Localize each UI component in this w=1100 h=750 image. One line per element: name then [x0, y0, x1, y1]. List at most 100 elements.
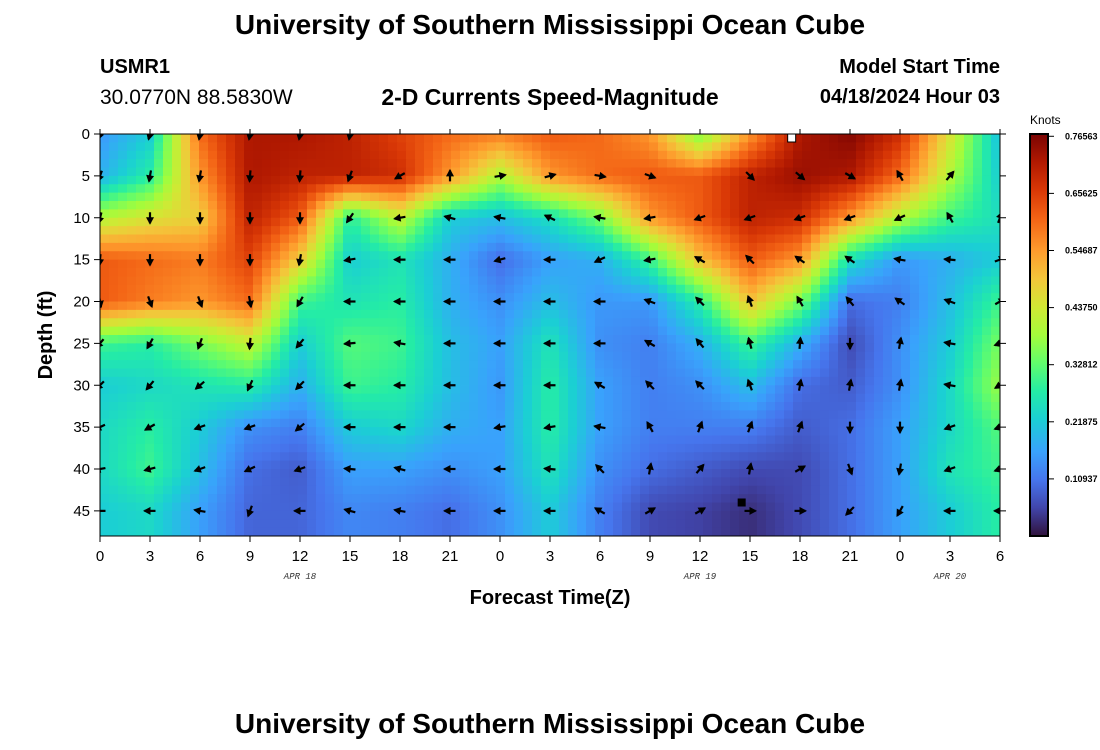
- heatmap-cell: [982, 226, 992, 236]
- heatmap-cell: [766, 209, 776, 219]
- heatmap-cell: [361, 435, 371, 445]
- heatmap-cell: [559, 234, 569, 244]
- heatmap-cell: [181, 368, 191, 378]
- heatmap-cell: [865, 527, 875, 536]
- heatmap-cell: [271, 519, 281, 529]
- heatmap-cell: [154, 293, 164, 303]
- heatmap-cell: [460, 217, 470, 227]
- heatmap-cell: [442, 284, 452, 294]
- heatmap-cell: [784, 385, 794, 395]
- heatmap-cell: [262, 368, 272, 378]
- current-vector: [795, 171, 806, 181]
- heatmap-cell: [532, 452, 542, 462]
- heatmap-cell: [370, 276, 380, 286]
- heatmap-cell: [244, 284, 254, 294]
- heatmap-cell: [433, 192, 443, 202]
- heatmap-cell: [316, 418, 326, 428]
- heatmap-cell: [694, 293, 704, 303]
- heatmap-cell: [919, 318, 929, 328]
- heatmap-cell: [658, 301, 668, 311]
- heatmap-cell: [505, 452, 515, 462]
- heatmap-cell: [190, 251, 200, 261]
- heatmap-cell: [766, 251, 776, 261]
- heatmap-cell: [244, 142, 254, 152]
- heatmap-cell: [658, 167, 668, 177]
- heatmap-cell: [442, 427, 452, 437]
- heatmap-cell: [703, 410, 713, 420]
- heatmap-cell: [631, 226, 641, 236]
- heatmap-cell: [964, 477, 974, 487]
- heatmap-cell: [874, 201, 884, 210]
- heatmap-cell: [442, 276, 452, 286]
- heatmap-cell: [343, 209, 353, 219]
- heatmap-cell: [811, 259, 821, 269]
- heatmap-cell: [613, 335, 623, 344]
- current-vector: [493, 297, 506, 306]
- heatmap-cell: [928, 427, 938, 437]
- current-vector: [896, 421, 904, 435]
- heatmap-cell: [577, 410, 587, 420]
- heatmap-cell: [955, 209, 965, 219]
- heatmap-cell: [415, 192, 425, 202]
- heatmap-cell: [532, 502, 542, 512]
- current-vector: [644, 507, 657, 515]
- heatmap-cell: [892, 326, 902, 336]
- heatmap-cell: [802, 184, 812, 194]
- heatmap-cell: [676, 418, 686, 428]
- heatmap-cell: [550, 510, 560, 520]
- heatmap-cell: [235, 150, 245, 160]
- heatmap-cell: [613, 167, 623, 177]
- heatmap-cell: [388, 494, 398, 504]
- heatmap-cell: [352, 175, 362, 185]
- heatmap-cell: [118, 276, 128, 286]
- heatmap-cell: [919, 368, 929, 378]
- heatmap-cell: [829, 410, 839, 420]
- heatmap-cell: [964, 184, 974, 194]
- heatmap-cell: [991, 510, 1000, 520]
- heatmap-cell: [424, 527, 434, 536]
- heatmap-cell: [514, 427, 524, 437]
- heatmap-cell: [829, 351, 839, 361]
- heatmap-cell: [820, 318, 830, 328]
- heatmap-cell: [253, 201, 263, 210]
- heatmap-cell: [946, 477, 956, 487]
- heatmap-cell: [586, 435, 596, 445]
- current-vector: [746, 420, 754, 433]
- heatmap-cell: [442, 410, 452, 420]
- heatmap-cell: [307, 301, 317, 311]
- current-vector: [343, 423, 356, 432]
- heatmap-cell: [838, 460, 848, 470]
- heatmap-cell: [883, 268, 893, 277]
- heatmap-cell: [523, 192, 533, 202]
- heatmap-cell: [946, 318, 956, 328]
- heatmap-cell: [469, 326, 479, 336]
- heatmap-cell: [442, 335, 452, 344]
- heatmap-cell: [217, 502, 227, 512]
- heatmap-cell: [397, 293, 407, 303]
- heatmap-cell: [865, 452, 875, 462]
- heatmap-cell: [487, 326, 497, 336]
- heatmap-cell: [505, 268, 515, 277]
- heatmap-cell: [496, 443, 506, 453]
- heatmap-cell: [541, 385, 551, 395]
- heatmap-cell: [937, 351, 947, 361]
- heatmap-cell: [442, 393, 452, 403]
- heatmap-cell: [658, 410, 668, 420]
- heatmap-cell: [334, 318, 344, 328]
- heatmap-cell: [784, 502, 794, 512]
- heatmap-cell: [595, 234, 605, 244]
- heatmap-cell: [820, 167, 830, 177]
- heatmap-cell: [856, 318, 866, 328]
- heatmap-cell: [577, 293, 587, 303]
- current-vector: [745, 171, 755, 181]
- heatmap-cell: [955, 184, 965, 194]
- heatmap-cell: [775, 502, 785, 512]
- heatmap-cell: [739, 402, 749, 411]
- heatmap-cell: [442, 226, 452, 236]
- heatmap-cell: [469, 527, 479, 536]
- heatmap-cell: [946, 259, 956, 269]
- heatmap-cell: [415, 393, 425, 403]
- heatmap-cell: [514, 134, 524, 143]
- heatmap-cell: [964, 209, 974, 219]
- heatmap-cell: [703, 494, 713, 504]
